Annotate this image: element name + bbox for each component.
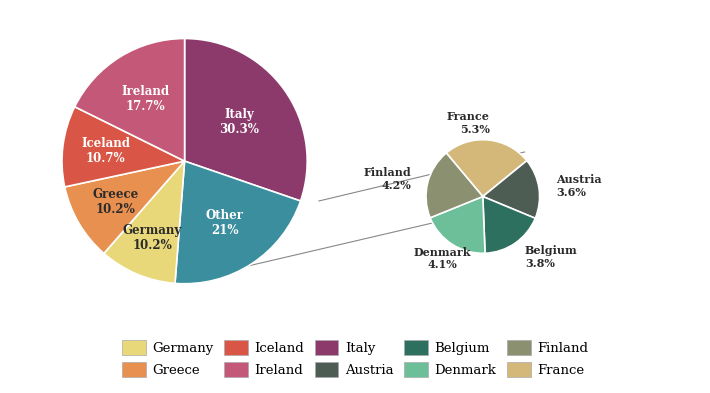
- Wedge shape: [104, 161, 185, 283]
- Text: Germany
10.2%: Germany 10.2%: [123, 224, 182, 252]
- Wedge shape: [75, 39, 185, 161]
- Wedge shape: [447, 140, 527, 196]
- Text: Iceland
10.7%: Iceland 10.7%: [81, 137, 130, 165]
- Wedge shape: [175, 161, 300, 284]
- Wedge shape: [430, 196, 485, 253]
- Text: Finland
4.2%: Finland 4.2%: [364, 167, 411, 191]
- Text: Greece
10.2%: Greece 10.2%: [93, 187, 139, 215]
- Text: Other
21%: Other 21%: [206, 209, 244, 237]
- Text: Ireland
17.7%: Ireland 17.7%: [121, 84, 170, 113]
- Legend: Germany, Greece, Iceland, Ireland, Italy, Austria, Belgium, Denmark, Finland, Fr: Germany, Greece, Iceland, Ireland, Italy…: [116, 335, 594, 382]
- Wedge shape: [185, 39, 307, 201]
- Wedge shape: [483, 196, 535, 253]
- Wedge shape: [62, 107, 185, 187]
- Wedge shape: [483, 161, 540, 218]
- Text: France
5.3%: France 5.3%: [447, 111, 490, 135]
- Wedge shape: [65, 161, 185, 253]
- Text: Denmark
4.1%: Denmark 4.1%: [414, 247, 471, 270]
- Wedge shape: [426, 153, 483, 218]
- Text: Italy
30.3%: Italy 30.3%: [219, 108, 259, 136]
- Text: Belgium
3.8%: Belgium 3.8%: [525, 245, 578, 269]
- Text: Austria
3.6%: Austria 3.6%: [556, 174, 601, 198]
